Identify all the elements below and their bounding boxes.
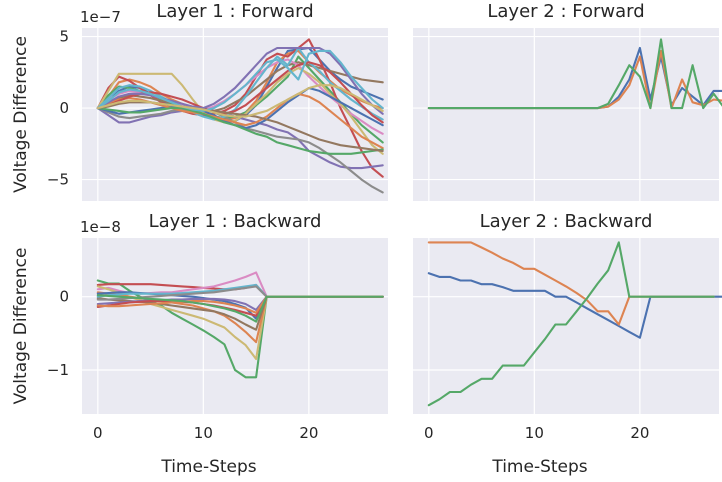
series-lines — [427, 38, 722, 110]
series-line-2 — [427, 241, 715, 407]
panel-layer2-forward: Layer 2 : Forward — [413, 1, 722, 201]
series-line-7 — [96, 107, 384, 194]
series-line-12 — [96, 294, 384, 323]
x-tick-label: 10 — [194, 424, 213, 442]
series-line-14 — [96, 46, 384, 115]
panel-title: Layer 2 : Forward — [487, 1, 644, 22]
series-lines — [427, 241, 722, 407]
series-line-17 — [96, 84, 384, 118]
y-tick-label: 0 — [59, 288, 69, 306]
x-axis-label: Time-Steps — [160, 457, 256, 477]
y-tick-label: −5 — [47, 171, 69, 189]
x-tick-label: 10 — [525, 424, 544, 442]
tick-labels: 0 10 20 −1 0 — [47, 288, 319, 442]
series-line-2 — [427, 38, 722, 110]
plot-area — [413, 28, 719, 201]
plot-area — [82, 238, 388, 414]
y-offset-label: 1e−8 — [80, 218, 121, 236]
x-tick-label: 0 — [93, 424, 103, 442]
series-line-16 — [96, 49, 384, 112]
panel-title: Layer 2 : Backward — [480, 211, 653, 232]
panel-title: Layer 1 : Forward — [156, 1, 313, 22]
x-axis-label: Time-Steps — [491, 457, 587, 477]
y-axis-label: Voltage Difference — [11, 248, 31, 405]
plot-area — [413, 238, 719, 414]
tick-labels: −5 0 5 — [47, 28, 69, 189]
y-tick-label: 5 — [59, 28, 69, 46]
x-tick-label: 20 — [630, 424, 649, 442]
series-lines — [96, 271, 384, 379]
tick-labels: 0 10 20 — [424, 424, 649, 442]
x-tick-label: 20 — [299, 424, 318, 442]
panel-layer2-backward: Layer 2 : Backward Time-Steps 0 10 20 — [413, 211, 722, 477]
y-tick-label: −1 — [47, 361, 69, 379]
series-line-12 — [96, 107, 384, 155]
panel-title: Layer 1 : Backward — [149, 211, 322, 232]
series-line-5 — [96, 61, 384, 112]
y-tick-label: 0 — [59, 99, 69, 117]
y-offset-label: 1e−7 — [80, 8, 121, 26]
panel-layer1-backward: Layer 1 : Backward 1e−8 Voltage Differen… — [11, 211, 388, 477]
y-axis-label: Voltage Difference — [11, 36, 31, 193]
x-tick-label: 0 — [424, 424, 434, 442]
panel-layer1-forward: Layer 1 : Forward 1e−7 Voltage Differenc… — [11, 1, 388, 201]
series-lines — [96, 38, 384, 194]
